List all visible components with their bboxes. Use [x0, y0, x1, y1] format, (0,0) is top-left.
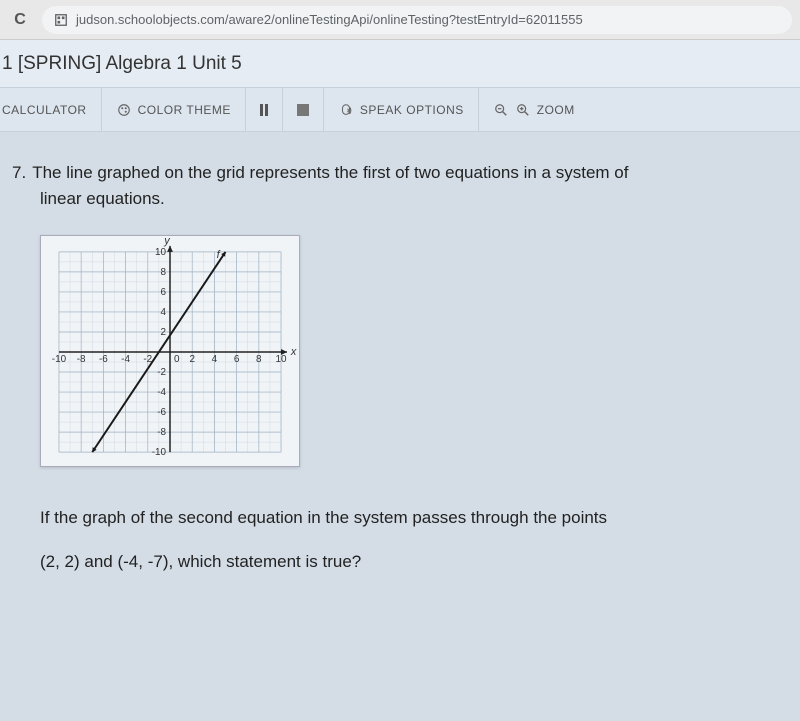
pause-button[interactable]: [246, 88, 283, 131]
svg-text:-2: -2: [157, 367, 166, 378]
page-title: 1 [SPRING] Algebra 1 Unit 5: [2, 53, 242, 75]
svg-text:4: 4: [212, 354, 218, 365]
svg-text:10: 10: [155, 247, 167, 258]
speak-options-button[interactable]: SPEAK OPTIONS: [324, 88, 479, 131]
svg-text:6: 6: [161, 287, 167, 298]
svg-text:-6: -6: [99, 354, 108, 365]
zoom-controls: ZOOM: [479, 88, 589, 131]
zoom-out-icon[interactable]: [493, 102, 509, 118]
svg-text:8: 8: [161, 267, 167, 278]
graph-container: xy-10-8-6-4-2246810246810-2-4-6-8-100f: [40, 235, 780, 472]
svg-text:8: 8: [256, 354, 262, 365]
url-bar[interactable]: judson.schoolobjects.com/aware2/onlineTe…: [42, 6, 792, 34]
svg-text:-6: -6: [157, 407, 166, 418]
palette-icon: [116, 102, 132, 118]
question-number: 7.: [12, 162, 26, 185]
calculator-label: CALCULATOR: [2, 103, 87, 117]
speak-icon: [338, 102, 354, 118]
svg-text:-4: -4: [121, 354, 130, 365]
pause-icon: [260, 104, 268, 116]
svg-text:-4: -4: [157, 387, 166, 398]
svg-text:0: 0: [174, 354, 180, 365]
svg-text:y: y: [163, 235, 170, 247]
svg-text:4: 4: [161, 307, 167, 318]
question-text-line2: linear equations.: [40, 189, 780, 209]
coordinate-grid-graph: xy-10-8-6-4-2246810246810-2-4-6-8-100f: [40, 235, 300, 467]
stop-button[interactable]: [283, 88, 324, 131]
svg-text:2: 2: [189, 354, 195, 365]
color-theme-button[interactable]: COLOR THEME: [102, 88, 246, 131]
stop-icon: [297, 104, 309, 116]
page-title-bar: 1 [SPRING] Algebra 1 Unit 5: [0, 40, 800, 88]
calculator-button[interactable]: CALCULATOR: [0, 88, 102, 131]
zoom-in-icon[interactable]: [515, 102, 531, 118]
url-text: judson.schoolobjects.com/aware2/onlineTe…: [76, 12, 583, 27]
browser-address-bar: C judson.schoolobjects.com/aware2/online…: [0, 0, 800, 40]
svg-text:-8: -8: [157, 427, 166, 438]
color-theme-label: COLOR THEME: [138, 103, 231, 117]
zoom-label: ZOOM: [537, 103, 575, 117]
question-text-line1: The line graphed on the grid represents …: [32, 162, 628, 185]
svg-text:6: 6: [234, 354, 240, 365]
site-info-icon: [54, 13, 68, 27]
svg-text:-8: -8: [77, 354, 86, 365]
question-followup-2: (2, 2) and (-4, -7), which statement is …: [40, 552, 780, 572]
svg-text:10: 10: [276, 354, 288, 365]
toolbar: CALCULATOR COLOR THEME SPEAK OPTIONS ZOO…: [0, 88, 800, 132]
question-content: 7. The line graphed on the grid represen…: [0, 132, 800, 592]
svg-text:-10: -10: [52, 354, 67, 365]
svg-text:2: 2: [161, 327, 167, 338]
svg-text:-10: -10: [152, 447, 167, 458]
question-followup-1: If the graph of the second equation in t…: [40, 508, 780, 528]
svg-text:x: x: [290, 346, 297, 358]
reload-button[interactable]: C: [8, 8, 32, 32]
speak-options-label: SPEAK OPTIONS: [360, 103, 464, 117]
